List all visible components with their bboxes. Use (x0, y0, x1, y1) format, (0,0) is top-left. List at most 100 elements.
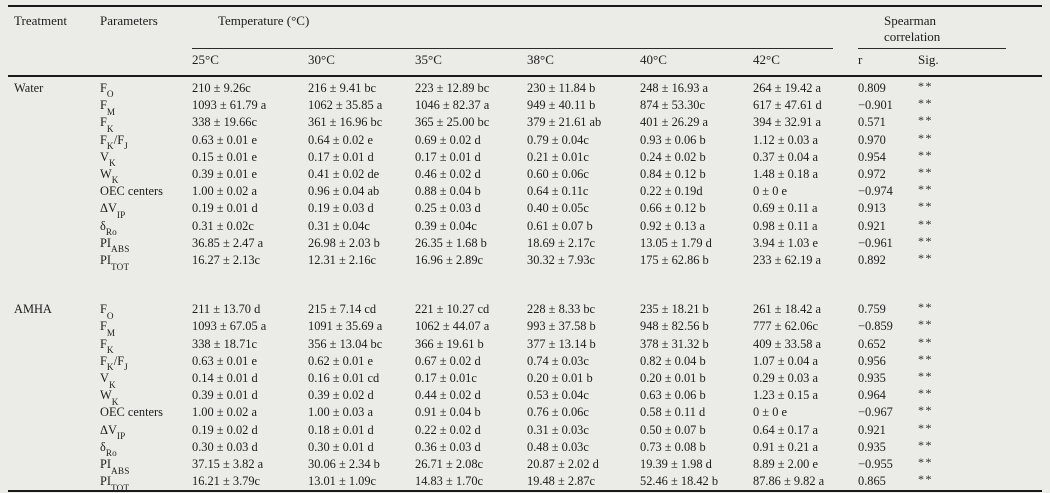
cell-value: 0.48 ± 0.03c (527, 439, 589, 454)
cell-value: 0.20 ± 0.01 b (640, 371, 706, 386)
cell-value: 0.39 ± 0.04c (415, 218, 477, 233)
treatment-label: Water (14, 81, 44, 95)
param-label: WK (100, 388, 119, 407)
table-row: Water FO 210 ± 9.26c 216 ± 9.41 bc 223 ± 12.… (8, 76, 1042, 99)
treatment-label (8, 370, 100, 387)
cell-sig: ** (918, 76, 1042, 97)
cell-value: 379 ± 21.61 ab (527, 115, 602, 130)
cell-r-value: 0.913 (858, 201, 886, 216)
param-label: OEC centers (100, 405, 163, 420)
cell-value: 338 ± 19.66c (192, 115, 257, 130)
group-header-row: Treatment Parameters Temperature (°C) Sp… (8, 6, 1042, 49)
cell-value: 874 ± 53.30c (640, 98, 705, 113)
cell-value: 394 ± 32.91 a (753, 115, 822, 130)
cell-value: 0.63 ± 0.01 e (192, 353, 257, 368)
temperature-group-header: Temperature (°C) (218, 13, 310, 28)
sub-header-empty-treatment (8, 49, 100, 77)
cell-value: 356 ± 13.04 bc (308, 336, 383, 351)
treatment-label (8, 132, 100, 149)
cell-value: 0.88 ± 0.04 b (415, 184, 481, 199)
treatment-label (8, 166, 100, 183)
cell-r-value: 0.865 (858, 474, 886, 489)
table-row: OEC centers 1.00 ± 0.02 a 1.00 ± 0.03 a 0.9… (8, 403, 1042, 421)
spearman-group-header: Spearman correlation (884, 13, 941, 44)
cell-sig: ** (918, 403, 1042, 421)
cell-value: 0.20 ± 0.01 b (527, 371, 593, 386)
treatment-label (8, 404, 100, 421)
cell-value: 13.01 ± 1.09c (308, 474, 377, 489)
table-row: PITOT 16.27 ± 2.13c 12.31 ± 2.16c 16.96 ± 2… (8, 251, 1042, 271)
param-label: VK (100, 371, 116, 390)
cell-sig: ** (918, 472, 1042, 491)
cell-value: 26.35 ± 1.68 b (415, 235, 487, 250)
cell-value: 0.31 ± 0.02c (192, 218, 254, 233)
cell-value: 26.71 ± 2.08c (415, 457, 484, 472)
cell-value: 0.39 ± 0.01 d (192, 388, 258, 403)
sig-asterisks: ** (918, 79, 933, 93)
cell-value: 1.00 ± 0.02 a (192, 405, 257, 420)
cell-value: 87.86 ± 9.82 a (753, 474, 825, 489)
treatment-label (8, 353, 100, 370)
cell-value: 1.23 ± 0.15 a (753, 388, 818, 403)
cell-value: 365 ± 25.00 bc (415, 115, 490, 130)
col-header-temp-4: 40°C (640, 49, 753, 77)
param-label: WK (100, 167, 119, 186)
cell-value: 0.67 ± 0.02 d (415, 353, 481, 368)
cell-sig: ** (918, 251, 1042, 269)
cell-value: 777 ± 62.06c (753, 319, 818, 334)
cell-value: 3.94 ± 1.03 e (753, 235, 818, 250)
param-label: FK/FJ (100, 353, 128, 373)
treatment-label (8, 439, 100, 456)
table-row: FK/FJ 0.63 ± 0.01 e 0.64 ± 0.02 e 0.69 ± 0.… (8, 131, 1042, 151)
cell-value: 0.69 ± 0.11 a (753, 201, 818, 216)
col-header-temp-5: 42°C (753, 49, 858, 77)
treatment-label (8, 387, 100, 404)
cell-r-value: 0.935 (858, 439, 886, 454)
col-header-parameters: Parameters (100, 13, 158, 28)
cell-r-value: −0.955 (858, 457, 893, 472)
cell-value: 0.64 ± 0.11c (527, 184, 589, 199)
cell-value: 223 ± 12.89 bc (415, 81, 490, 95)
sig-asterisks: ** (918, 369, 933, 384)
table-row: VK 0.14 ± 0.01 d 0.16 ± 0.01 cd 0.17 ± 0.01… (8, 369, 1042, 390)
cell-value: 0.92 ± 0.13 a (640, 218, 705, 233)
cell-value: 0.79 ± 0.04c (527, 132, 589, 147)
table-row: OEC centers 1.00 ± 0.02 a 0.96 ± 0.04 ab 0.… (8, 182, 1042, 200)
cell-value: 1093 ± 61.79 a (192, 98, 267, 113)
cell-value: 366 ± 19.61 b (415, 336, 484, 351)
treatment-label (8, 252, 100, 269)
param-label: OEC centers (100, 184, 163, 199)
param-label: ΔVIP (100, 201, 126, 220)
cell-value: 264 ± 19.42 a (753, 81, 822, 95)
cell-sig: ** (918, 199, 1042, 217)
cell-value: 0.19 ± 0.02 d (192, 422, 258, 437)
cell-r-value: 0.956 (858, 353, 886, 368)
param-label: ΔVIP (100, 422, 126, 442)
cell-sig: ** (918, 334, 1042, 353)
table-row: ΔVIP 0.19 ± 0.01 d 0.19 ± 0.03 d 0.25 ± 0.0… (8, 199, 1042, 220)
cell-value: 1062 ± 35.85 a (308, 98, 383, 113)
treatment-label (8, 473, 100, 491)
param-label: δRo (100, 218, 117, 238)
cell-value: 0.30 ± 0.01 d (308, 439, 374, 454)
sub-header-empty-parameters (100, 49, 192, 77)
cell-value: 0.31 ± 0.03c (527, 422, 589, 437)
cell-sig: ** (918, 298, 1042, 318)
cell-value: 0.91 ± 0.21 a (753, 439, 818, 454)
cell-value: 0 ± 0 e (753, 405, 787, 420)
data-table: Treatment Parameters Temperature (°C) Sp… (8, 5, 1042, 493)
cell-r-value: −0.859 (858, 319, 893, 334)
sig-asterisks: ** (918, 334, 933, 349)
cell-value: 0.82 ± 0.04 b (640, 353, 706, 368)
table-row: FK/FJ 0.63 ± 0.01 e 0.62 ± 0.01 e 0.67 ± 0.… (8, 352, 1042, 373)
cell-value: 16.96 ± 2.89c (415, 253, 484, 268)
cell-value: 1.07 ± 0.04 a (753, 353, 818, 368)
cell-r-value: 0.571 (858, 115, 886, 130)
table-row: ΔVIP 0.19 ± 0.02 d 0.18 ± 0.01 d 0.22 ± 0.0… (8, 421, 1042, 442)
table-row: PIABS 36.85 ± 2.47 a 26.98 ± 2.03 b 26.35 ±… (8, 234, 1042, 254)
sub-header-row: 25°C 30°C 35°C 38°C 40°C 42°C r Sig. (8, 49, 1042, 77)
cell-value: 235 ± 18.21 b (640, 302, 709, 317)
cell-value: 0.25 ± 0.03 d (415, 201, 481, 216)
cell-value: 0.39 ± 0.01 e (192, 167, 257, 182)
cell-value: 361 ± 16.96 bc (308, 115, 383, 130)
